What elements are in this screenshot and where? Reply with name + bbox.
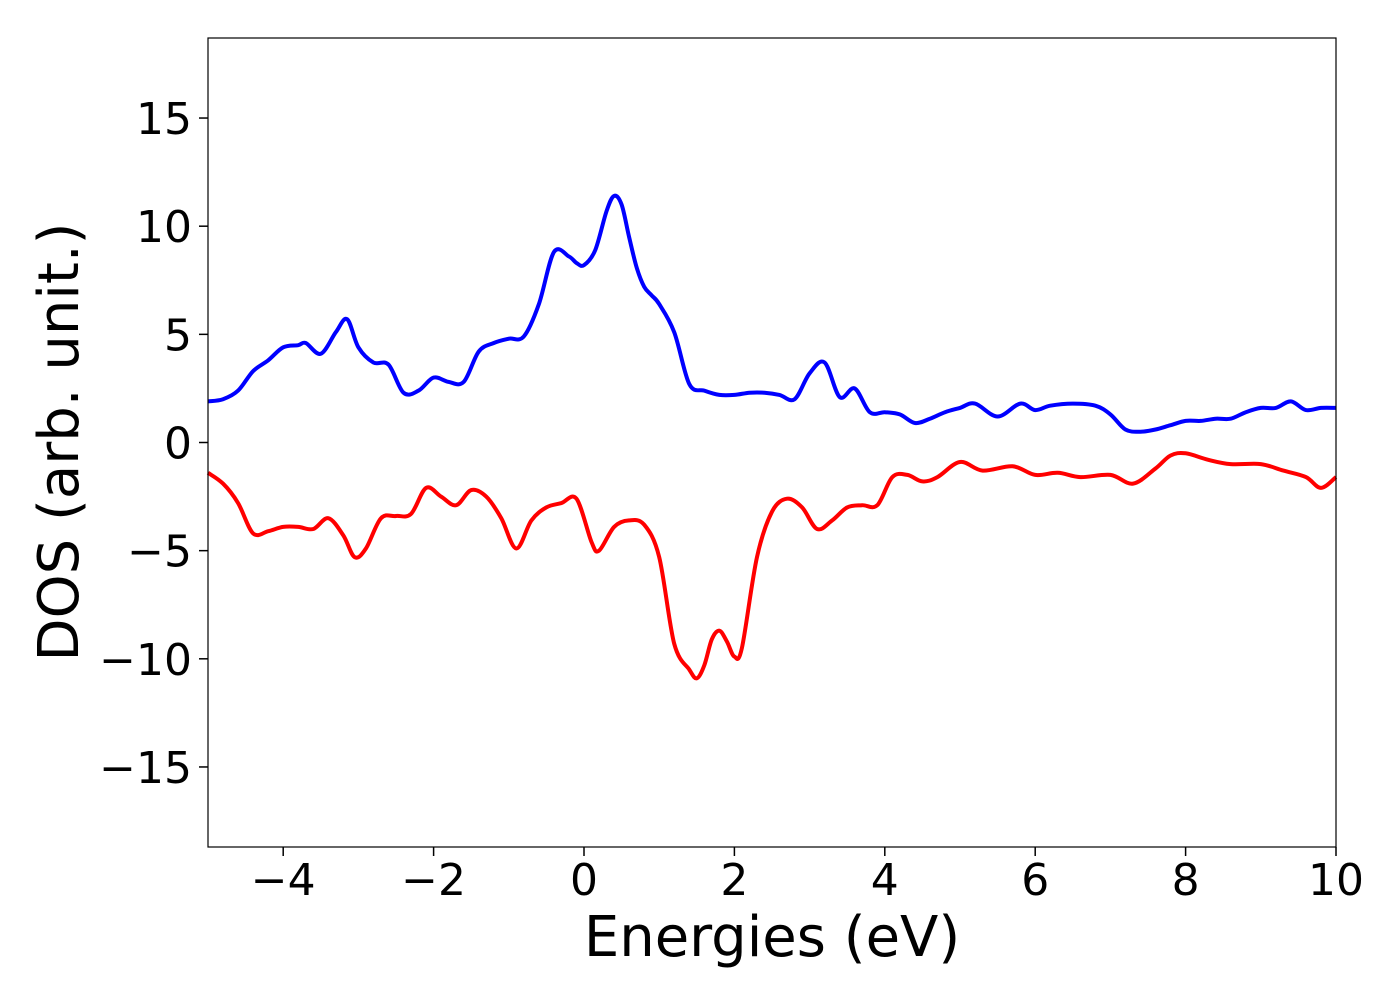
- x-tick-label: 2: [720, 855, 748, 906]
- x-tick-label: 4: [871, 855, 899, 906]
- series-line-1: [207, 193, 1337, 434]
- plot-background: [208, 38, 1336, 847]
- y-tick-label: −5: [127, 527, 192, 578]
- y-tick-label: −10: [99, 635, 192, 686]
- y-axis-label: DOS (arb. unit.): [27, 222, 92, 661]
- x-tick-label: 8: [1172, 855, 1200, 906]
- series-layer: [206, 193, 1338, 681]
- y-axis-ticks: −15 −10 −5 0 5 10 15: [99, 94, 208, 794]
- x-tick-label: −2: [401, 855, 466, 906]
- x-axis-ticks: −4 −2 0 2 4 6 8 10: [251, 847, 1364, 906]
- y-tick-label: −15: [99, 743, 192, 794]
- x-tick-label: 0: [570, 855, 598, 906]
- x-axis-label: Energies (eV): [584, 905, 960, 970]
- y-tick-label: 0: [164, 419, 192, 470]
- x-tick-label: 6: [1021, 855, 1049, 906]
- series-line-2: [206, 450, 1338, 681]
- y-tick-label: 5: [164, 310, 192, 361]
- y-tick-label: 15: [136, 94, 192, 145]
- x-tick-label: 10: [1308, 855, 1364, 906]
- x-tick-label: −4: [251, 855, 316, 906]
- y-tick-label: 10: [136, 202, 192, 253]
